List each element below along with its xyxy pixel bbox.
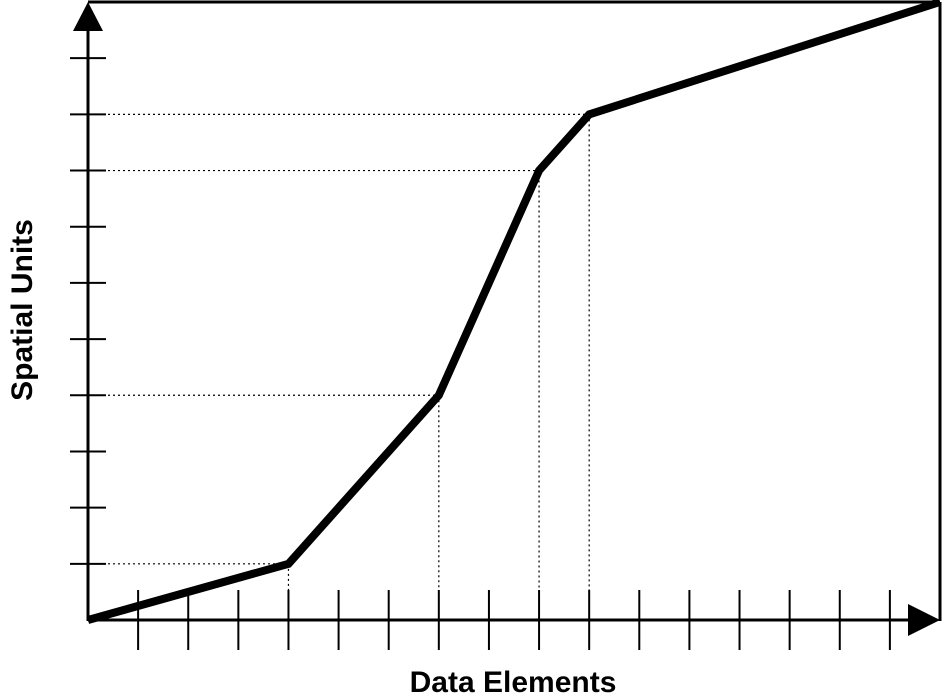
axis-ticks bbox=[70, 57, 891, 650]
series-line bbox=[86, 0, 942, 624]
plot-frame bbox=[88, 0, 942, 621]
guide-lines bbox=[88, 113, 590, 620]
x-axis-label: Data Elements bbox=[410, 666, 617, 695]
y-axis-arrow-icon bbox=[73, 2, 103, 31]
axes bbox=[73, 2, 940, 636]
y-axis-label: Spatial Units bbox=[6, 219, 39, 401]
x-axis-arrow-icon bbox=[908, 604, 940, 636]
